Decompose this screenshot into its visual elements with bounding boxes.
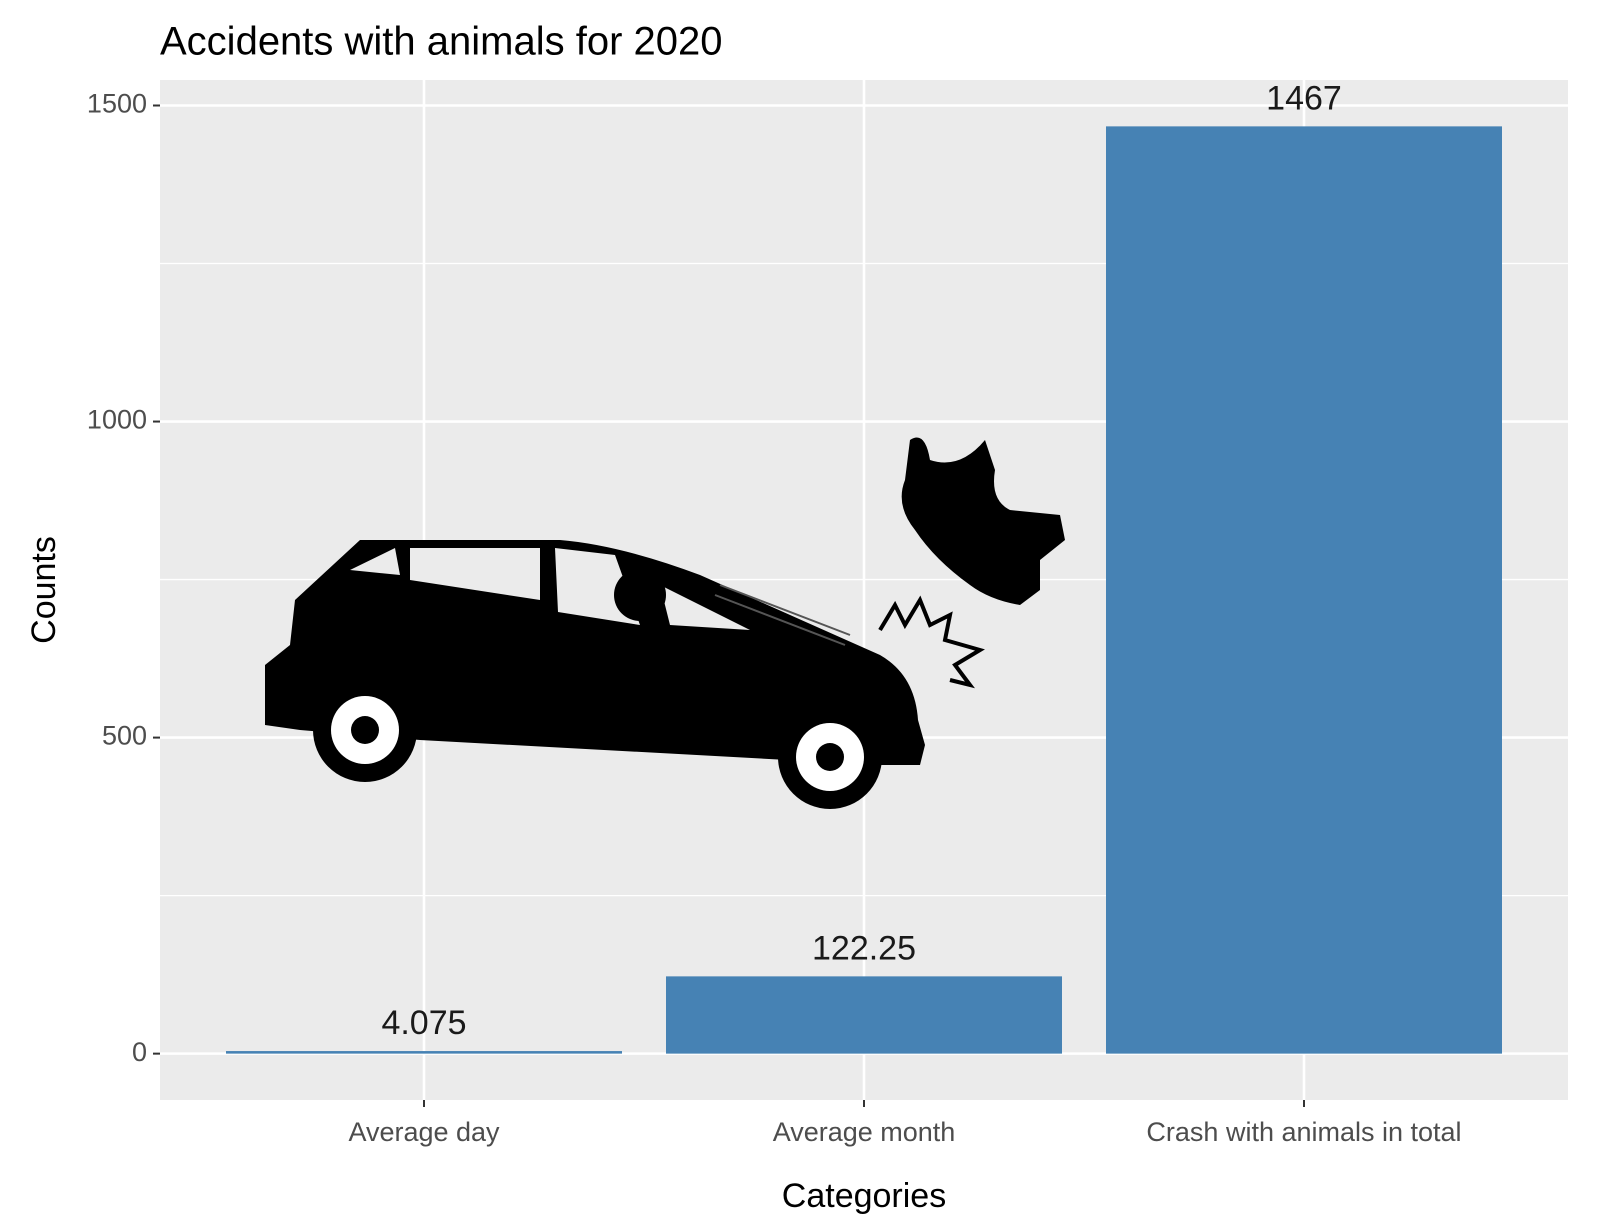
- value-label: 4.075: [381, 1004, 466, 1042]
- y-tick-label: 0: [132, 1037, 147, 1067]
- y-tick-label: 500: [102, 721, 147, 751]
- y-tick-label: 1000: [87, 405, 147, 435]
- x-tick-label: Average day: [348, 1117, 500, 1147]
- car-windows: [350, 548, 750, 630]
- value-label: 122.25: [812, 929, 916, 967]
- wheel-hub: [816, 743, 844, 771]
- value-label: 1467: [1266, 79, 1342, 117]
- x-axis-title: Categories: [782, 1177, 946, 1215]
- illustration: [265, 437, 1065, 809]
- y-axis-title: Counts: [25, 536, 63, 644]
- chart-title: Accidents with animals for 2020: [160, 20, 723, 64]
- x-tick-label: Average month: [773, 1117, 956, 1147]
- bars: [226, 126, 1502, 1054]
- y-tick-label: 1500: [87, 89, 147, 119]
- bar: [226, 1051, 622, 1054]
- impact: [878, 595, 985, 689]
- car-body: [265, 540, 925, 765]
- wheel-hub: [351, 716, 379, 744]
- driver: [614, 569, 666, 621]
- x-tick-label: Crash with animals in total: [1146, 1117, 1461, 1147]
- bar: [666, 976, 1062, 1054]
- bar: [1106, 126, 1502, 1054]
- animal: [901, 437, 1065, 605]
- motion-lines: [714, 584, 851, 646]
